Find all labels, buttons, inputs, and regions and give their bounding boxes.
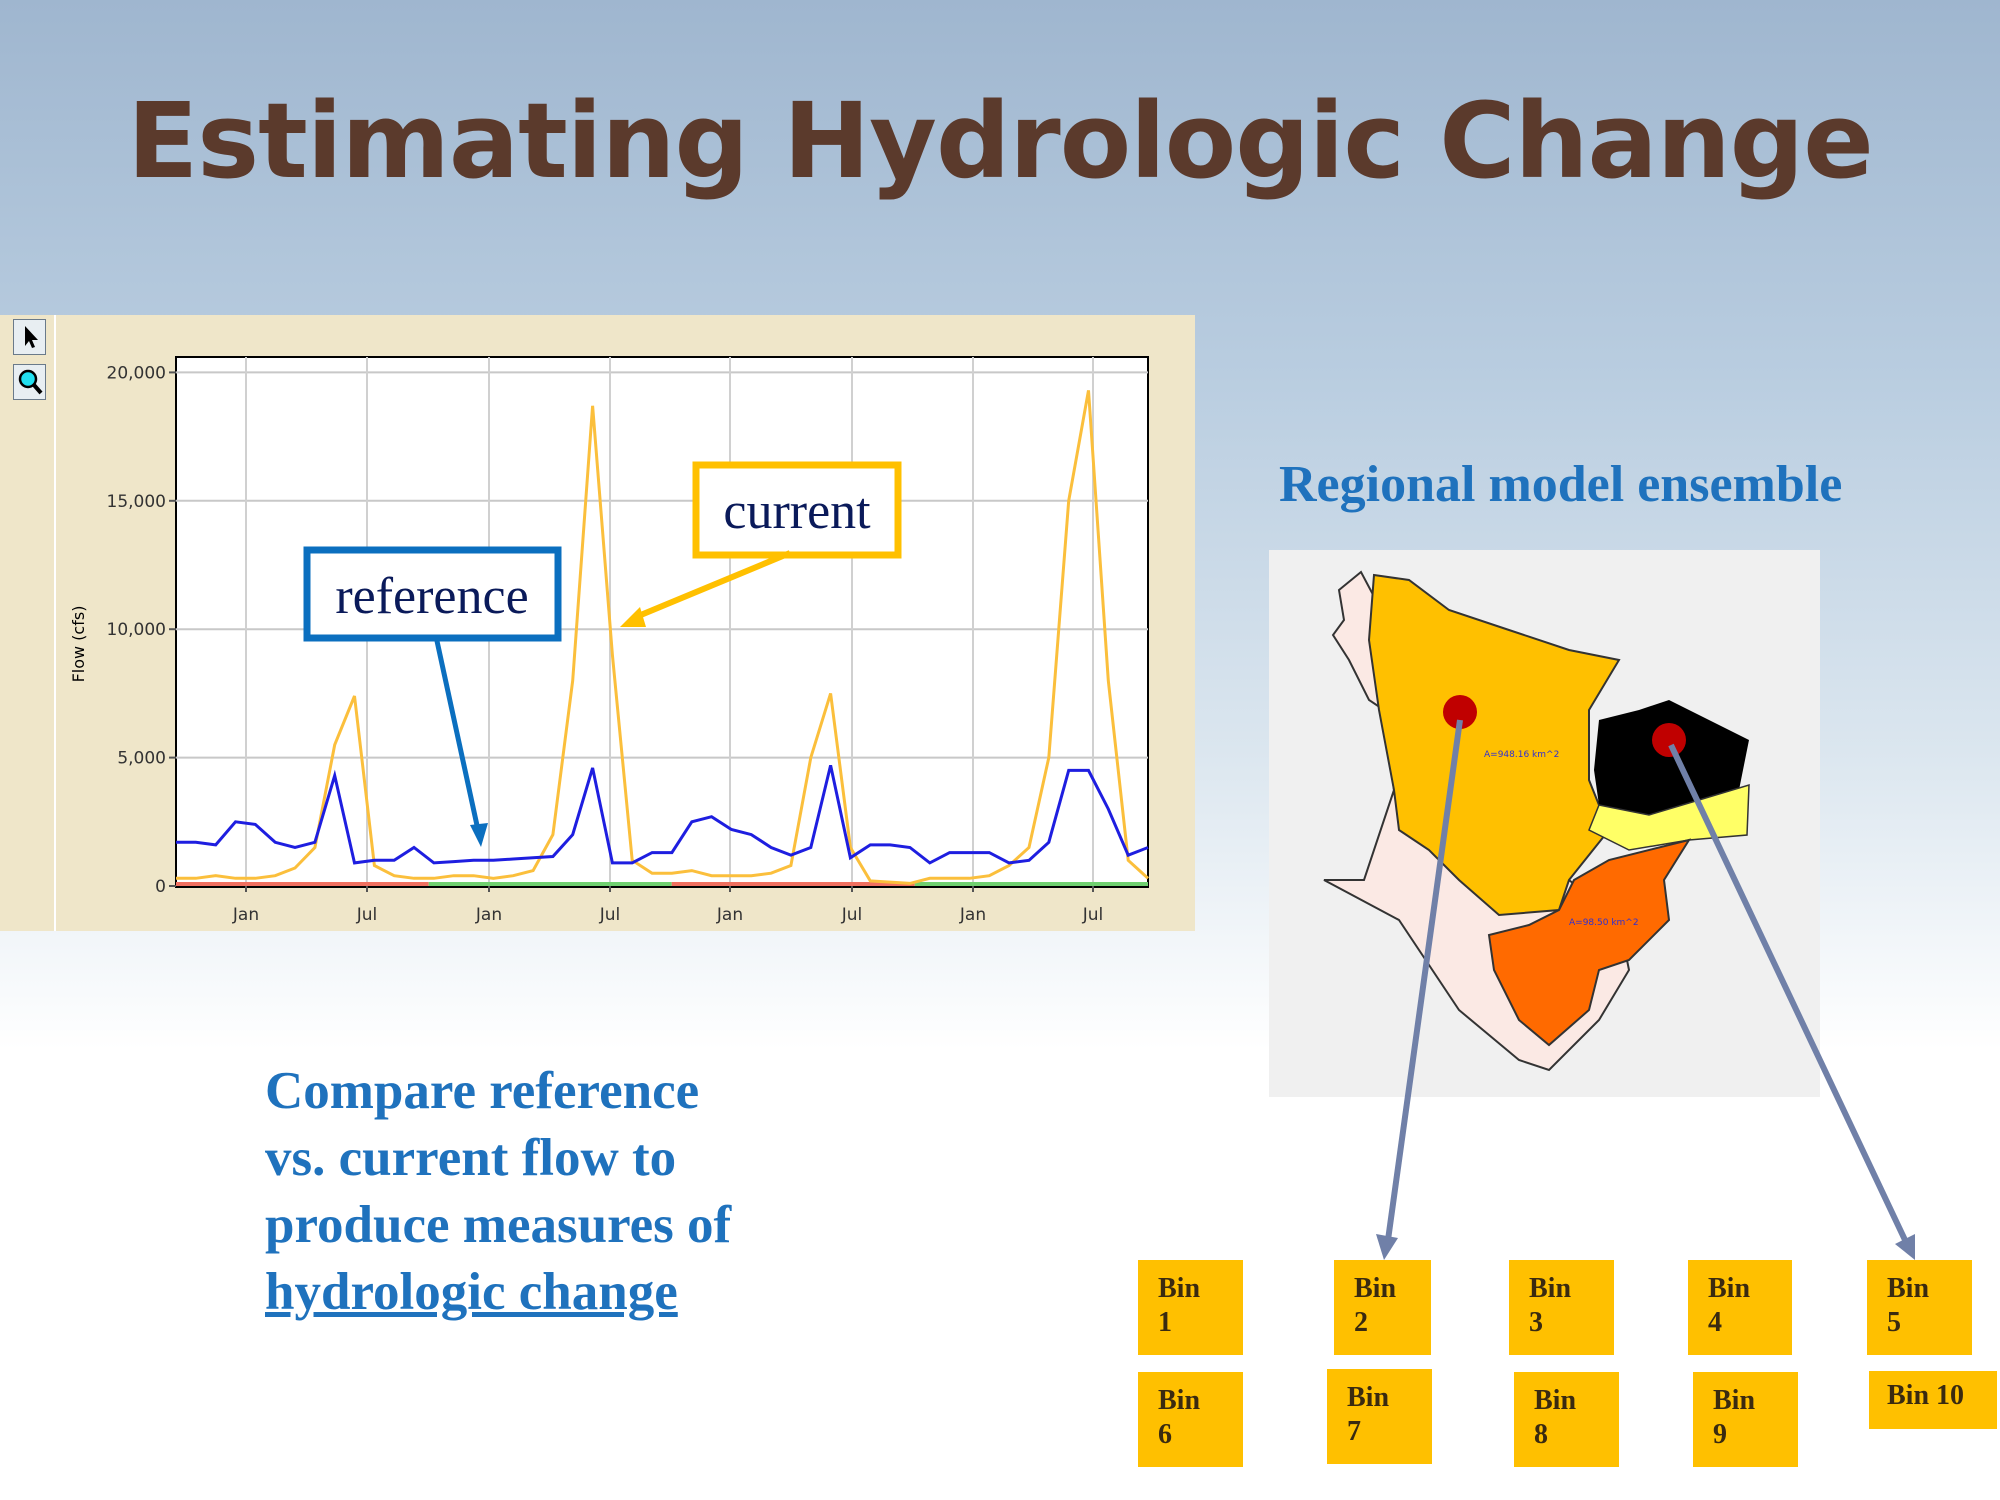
bin-box-4: Bin 4: [1688, 1260, 1792, 1355]
compare-line: produce measures of: [265, 1196, 732, 1254]
map-area-label: A=98.50 km^2: [1569, 918, 1639, 928]
bin-label: Bin 1: [1158, 1273, 1201, 1338]
reference-callout-box: [303, 546, 562, 642]
map-area-label: A=948.16 km^2: [1484, 750, 1559, 760]
y-tick-label: 0: [155, 877, 166, 897]
reference-callout-label: reference: [335, 568, 528, 625]
current-callout-box: [692, 461, 902, 559]
x-tick-label: Jan: [959, 905, 986, 925]
panel-divider: [54, 315, 56, 931]
compare-text: Compare reference vs. current flow to pr…: [265, 1058, 731, 1326]
bin2-arrowhead-icon: [1376, 1234, 1398, 1260]
current-callout-arrow: [634, 550, 792, 620]
gauge-point-2: [1652, 723, 1686, 757]
hydrologic-change-link[interactable]: hydrologic change: [265, 1263, 678, 1321]
flow-chart-panel: 0 5,000 10,000 15,000 20,000 Jan Jul Jan Jul Jan…: [0, 315, 1195, 931]
reference-arrowhead-icon: [470, 823, 488, 847]
bin-label: Bin 9: [1713, 1385, 1756, 1450]
watershed-map-image: A=948.16 km^2 A=98.50 km^2: [1323, 570, 1750, 1072]
y-tick-label: 20,000: [107, 363, 166, 383]
series-line-reference: [176, 764, 1149, 865]
watershed-map: A=948.16 km^2 A=98.50 km^2: [1269, 550, 1820, 1097]
y-tick-label: 5,000: [117, 749, 166, 769]
bin-label: Bin 10: [1887, 1380, 1965, 1411]
pointer-tool-button[interactable]: [13, 319, 46, 355]
reference-callout-arrow: [434, 640, 481, 831]
x-tick-label: Jan: [716, 905, 743, 925]
bin-box-9: Bin 9: [1693, 1372, 1798, 1467]
bin-box-3: Bin 3: [1509, 1260, 1614, 1355]
bin5-arrowhead-icon: [1895, 1234, 1915, 1260]
current-callout-label: current: [723, 483, 871, 540]
x-tick-label: Jul: [599, 905, 621, 925]
slide-title: Estimating Hydrologic Change: [127, 80, 1874, 202]
series-line-current: [176, 390, 1150, 885]
bin-box-8: Bin 8: [1514, 1372, 1619, 1467]
x-tick-label: Jul: [1082, 905, 1104, 925]
bin-label: Bin 6: [1158, 1385, 1201, 1450]
y-axis-label: Flow (cfs): [69, 606, 88, 683]
bin-box-10: Bin 10: [1869, 1371, 1997, 1429]
y-tick-label: 10,000: [107, 620, 166, 640]
x-tick-label: Jan: [475, 905, 502, 925]
x-tick-label: Jul: [841, 905, 863, 925]
x-tick-label: Jul: [356, 905, 378, 925]
bin-label: Bin 2: [1354, 1273, 1397, 1338]
y-tick-label: 15,000: [107, 492, 166, 512]
zoom-tool-button[interactable]: [13, 364, 46, 400]
bin-box-5: Bin 5: [1867, 1260, 1972, 1355]
bin-box-7: Bin 7: [1327, 1369, 1432, 1464]
bin-label: Bin 8: [1534, 1385, 1577, 1450]
ensemble-title: Regional model ensemble: [1279, 456, 1843, 513]
zoom-magnifier-icon: [18, 369, 43, 395]
bin-label: Bin 7: [1347, 1382, 1390, 1447]
bin-label: Bin 5: [1887, 1273, 1930, 1338]
x-tick-label: Jan: [232, 905, 259, 925]
bin-box-6: Bin 6: [1138, 1372, 1243, 1467]
gauge-point-1: [1443, 695, 1477, 729]
compare-line: vs. current flow to: [265, 1129, 677, 1187]
pointer-arrow-icon: [25, 326, 38, 348]
bin-box-2: Bin 2: [1334, 1260, 1431, 1355]
bin-box-1: Bin 1: [1138, 1260, 1243, 1355]
current-arrowhead-icon: [620, 607, 646, 627]
flow-chart: 0 5,000 10,000 15,000 20,000 Jan Jul Jan Jul Jan…: [69, 356, 1150, 925]
compare-line: Compare reference: [265, 1062, 700, 1120]
bin-label: Bin 3: [1529, 1273, 1572, 1338]
bin-label: Bin 4: [1708, 1273, 1751, 1338]
